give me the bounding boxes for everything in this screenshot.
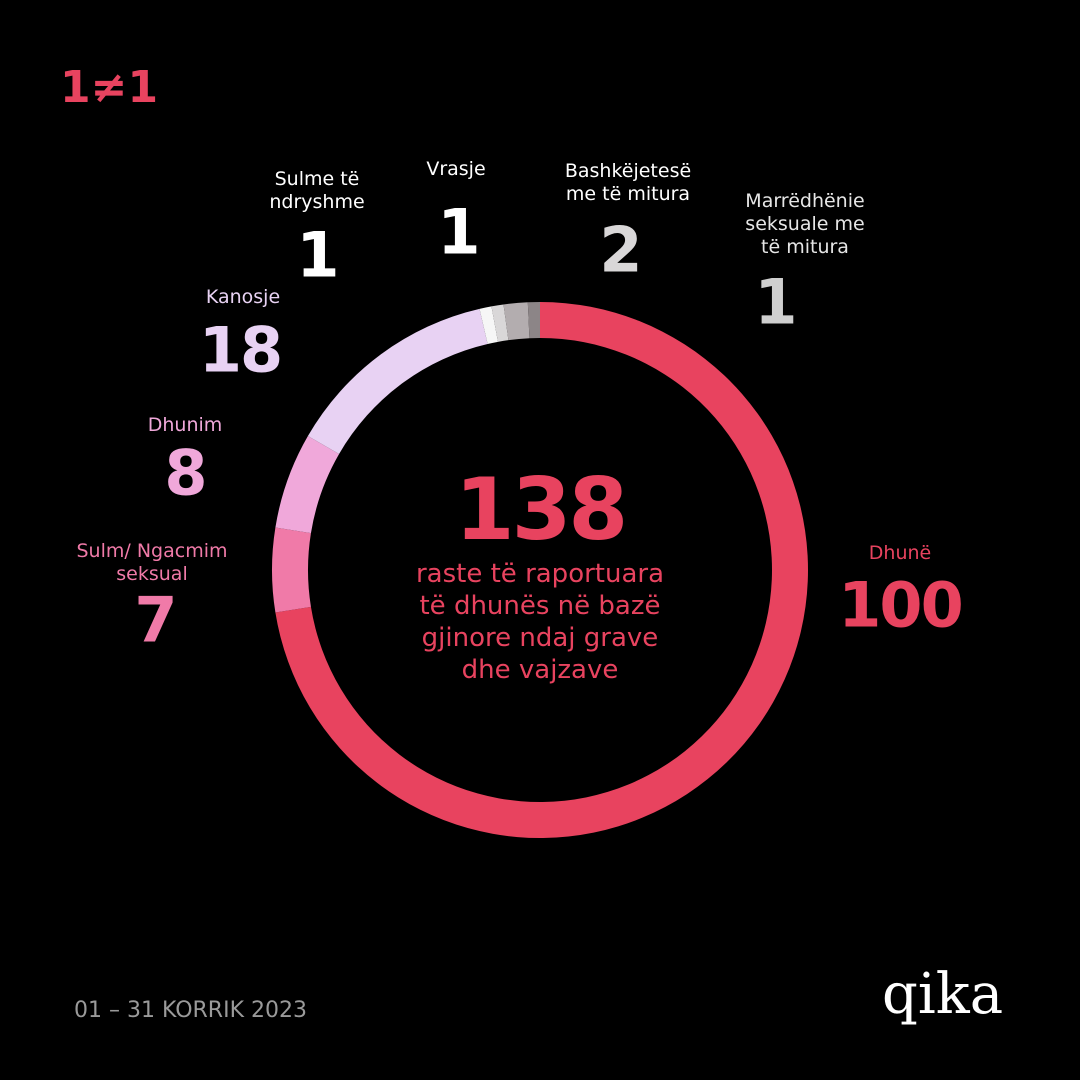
value-label: 8 [164,436,207,510]
category-label: Sulm/ Ngacmim seksual [76,540,228,585]
category-label: Kanosje [205,286,281,308]
category-label: Marrëdhënie seksuale me të mitura [745,190,865,258]
value-label: 100 [838,568,963,642]
caption: raste të raportuara të dhunës në bazë gj… [415,559,665,685]
donut-segment [272,527,311,613]
donut-segment [307,308,488,454]
value-label: 18 [198,313,283,387]
value-label: 1 [296,218,339,292]
category-label: Sulme të ndryshme [269,168,365,213]
category-label: Bashkëjetesë me të mitura [564,160,692,205]
donut-segment [479,306,498,344]
donut-segment [491,304,509,342]
value-label: 1 [437,195,480,269]
value-label: 2 [599,213,642,287]
date-range: 01 – 31 KORRIK 2023 [74,998,307,1023]
donut-segment [527,302,540,339]
total: 138 [454,460,629,560]
donut-segment [275,436,340,534]
value-label: 7 [134,583,177,657]
logo: 1≠1 [60,62,159,113]
category-label: Dhunim [147,414,223,436]
brand: qika [882,962,1004,1027]
value-label: 1 [754,265,797,339]
category-label: Dhunë [868,542,932,564]
donut-segment [503,302,530,341]
category-label: Vrasje [426,158,486,180]
